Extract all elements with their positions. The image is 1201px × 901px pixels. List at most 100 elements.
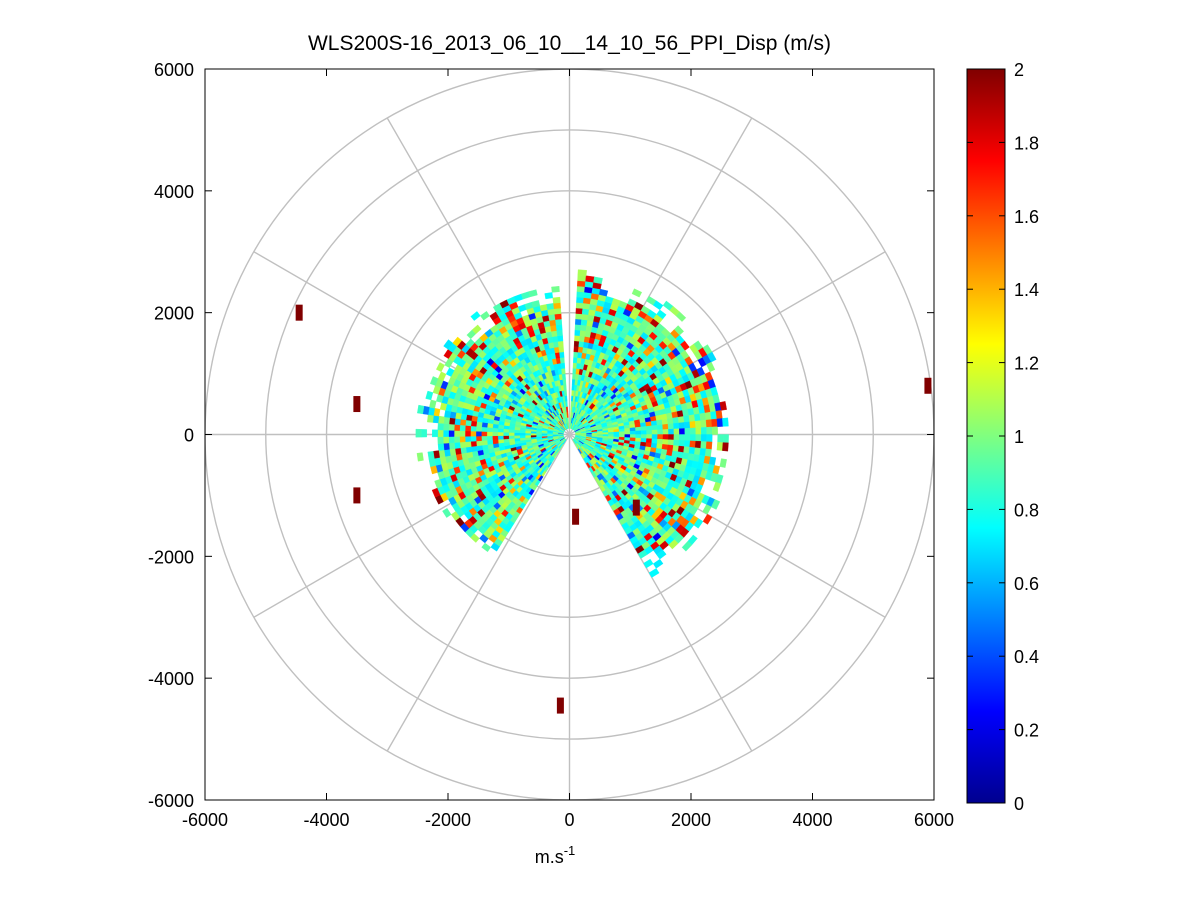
scan-cell (448, 436, 455, 444)
scan-cell (576, 296, 585, 304)
isolated-return (353, 487, 361, 504)
scan-cell (551, 330, 558, 337)
scan-cell (656, 419, 663, 426)
scan-cell (561, 373, 566, 380)
colorbar-ticks: 0 0.2 0.4 0.6 0.8 1 1.2 1.4 1.6 1.8 2 (967, 60, 1039, 814)
scan-cell (635, 426, 642, 432)
scan-cell (465, 446, 473, 453)
scan-cell (688, 446, 696, 455)
scan-cell (486, 431, 493, 437)
scan-cell (684, 434, 691, 442)
scan-cell (716, 418, 724, 427)
scan-cell (416, 452, 424, 462)
x-axis-label: m.s-1 (535, 843, 576, 867)
scan-cell (486, 435, 493, 441)
scan-cell (657, 434, 664, 440)
scan-cell (646, 434, 653, 440)
scan-cell (580, 319, 588, 326)
scan-cell (508, 435, 515, 439)
scan-cell (684, 427, 691, 435)
scan-cell (689, 421, 696, 429)
scan-cell (646, 425, 653, 431)
scan-cell (557, 340, 564, 348)
scan-cell (563, 384, 567, 391)
scan-cell (551, 286, 560, 293)
scan-cell (514, 435, 521, 439)
scan-cell (662, 434, 669, 440)
scan-cell (690, 434, 697, 442)
scan-cell (673, 439, 680, 447)
scan-cell (442, 429, 449, 437)
scan-cell (657, 429, 664, 435)
x-axis-ticks: -6000 -4000 -2000 0 2000 4000 6000 (182, 69, 954, 830)
scan-cell (646, 438, 653, 444)
scan-cell (448, 442, 456, 450)
scan-cell (708, 456, 717, 466)
scan-cell (453, 430, 460, 437)
scan-cell (719, 401, 727, 411)
scan-cell (561, 368, 566, 375)
scan-cell (508, 432, 515, 436)
scan-cell (574, 335, 581, 342)
scan-cell (573, 346, 579, 353)
scan-cell (711, 499, 721, 510)
scan-cell (559, 357, 565, 364)
isolated-return (924, 377, 932, 394)
scan-cell (427, 414, 434, 423)
scan-cell (640, 426, 647, 431)
scan-cell (700, 427, 708, 435)
scan-cell (598, 288, 609, 297)
chart-title: WLS200S-16_2013_06_10__14_10_56_PPI_Disp… (308, 32, 831, 55)
scan-cell (700, 419, 707, 428)
scan-cell (453, 424, 461, 431)
scan-cell (640, 422, 647, 428)
y-tick-label: -2000 (148, 547, 194, 567)
scan-cell (432, 429, 438, 438)
scan-cell (425, 390, 434, 401)
scan-cell (429, 376, 439, 386)
scan-cell (678, 440, 685, 447)
scan-cell (556, 329, 563, 337)
scan-cell (574, 324, 582, 331)
scan-cell (661, 418, 669, 425)
scan-cell (562, 378, 567, 386)
scan-cell (651, 429, 658, 435)
scan-cell (530, 434, 537, 438)
scan-cell (575, 307, 583, 315)
scan-cell (555, 318, 563, 326)
scan-cell (443, 423, 450, 431)
scan-cell (448, 430, 455, 437)
scan-cell (706, 361, 716, 373)
scan-cell (486, 439, 494, 445)
scan-cell (619, 431, 625, 435)
scan-cell (508, 438, 515, 443)
scan-cell (662, 429, 669, 435)
scan-cell (481, 440, 488, 446)
scan-cell (577, 274, 587, 282)
scan-cell (454, 441, 461, 449)
scan-cell (631, 288, 643, 298)
scan-cell (475, 431, 482, 437)
isolated-return (556, 697, 564, 714)
scan-cell (492, 439, 499, 445)
scan-cell (694, 420, 702, 429)
scan-cell (668, 428, 675, 435)
scan-cell (559, 351, 565, 358)
colorbar-tick-label: 0.4 (1014, 647, 1039, 667)
scan-cell (679, 434, 686, 441)
scan-cell (672, 445, 680, 452)
scan-cell (554, 313, 562, 320)
y-tick-label: -4000 (148, 669, 194, 689)
scan-cell (553, 341, 559, 348)
scan-cell (677, 416, 685, 424)
scan-cell (635, 430, 642, 435)
scan-cell (645, 421, 652, 427)
scan-cell (437, 443, 445, 451)
scan-cell (481, 426, 488, 432)
scan-cell (683, 415, 690, 423)
scan-cell (557, 335, 564, 342)
scan-cell (437, 422, 444, 431)
scan-cell (454, 418, 461, 426)
scan-cell (492, 435, 499, 441)
scan-cell (459, 430, 466, 437)
